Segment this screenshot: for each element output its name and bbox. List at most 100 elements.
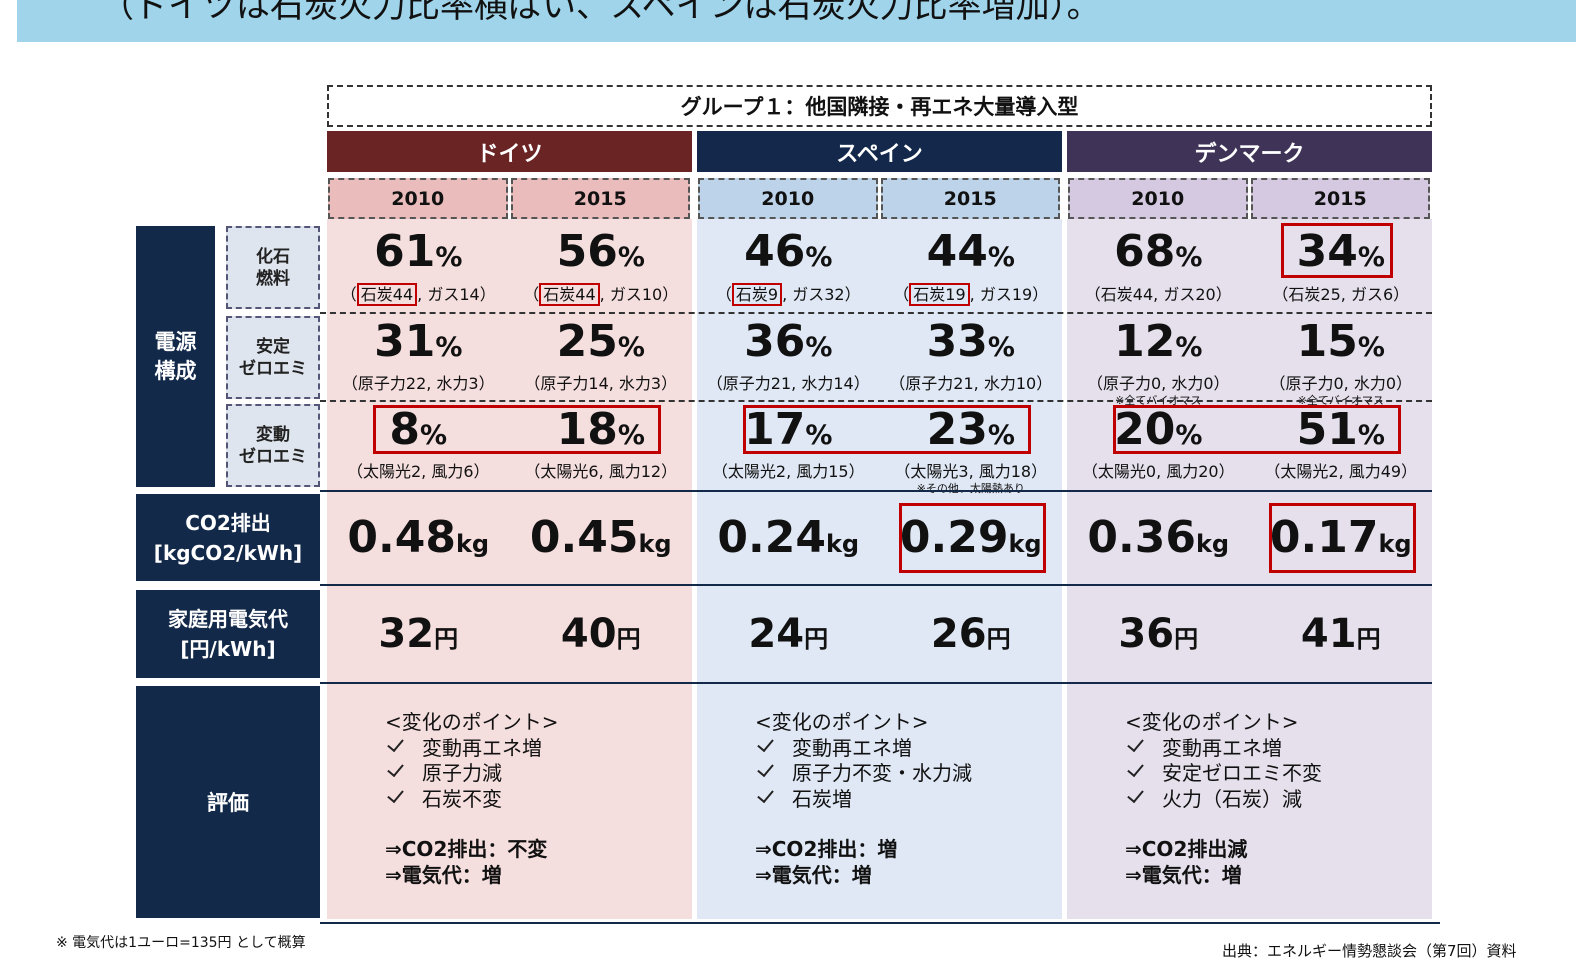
price-cell: 41円 [1249,611,1433,662]
eval-heading: <変化のポイント> [385,710,559,734]
detail: （石炭44, ガス20） [1066,284,1250,306]
co2-cell: 0.17kg [1249,515,1433,567]
eval-text: 石炭不変 [422,786,502,811]
label-line: 化石 [256,246,290,267]
row-label: CO2排出 [kgCO2/kWh] [136,494,320,581]
unit: 円 [616,625,641,653]
eval-text: 火力（石炭）減 [1162,786,1302,811]
label-line: 安定 [256,336,290,357]
unit: % [805,242,833,273]
value-line: 20% [1066,407,1250,459]
eval-text: 原子力減 [422,761,502,785]
value: 40 [560,611,617,657]
value-line: 61% [326,229,510,281]
unit: % [435,332,463,363]
detail-part: 石炭44 [539,283,600,306]
eval-text: 原子力不変・水力減 [792,761,972,785]
detail-part: 石炭19 [909,283,970,306]
value-line: 23% [879,407,1063,459]
year-header: 2010 [1068,178,1248,219]
evaluation: <変化のポイント> 変動再エネ増 原子力不変・水力減 石炭増 ⇒CO2排出：増 ⇒電気代：… [755,710,972,888]
label-line: 電源 [154,329,197,354]
eval-item: 原子力減 [385,759,559,787]
row-divider [320,312,1432,314]
detail-part: （ [1272,285,1289,304]
eval-item: 変動再エネ増 [755,734,972,762]
value-line: 51% [1249,407,1433,459]
footnote: ※ 電気代は1ユーロ=135円 として概算 [56,935,306,951]
detail: （原子力21, 水力14） [706,374,870,393]
unit: 円 [804,625,829,653]
country-column [697,219,1062,919]
unit: % [805,332,833,363]
detail: （石炭44, ガス10） [509,283,693,306]
unit: % [435,242,463,273]
year-header: 2010 [328,178,508,219]
row-sublabel: 安定 ゼロエミ [226,316,320,399]
fossil-cell: 34% （石炭25, ガス6） [1249,229,1433,306]
eval-text: 変動再エネ増 [1162,735,1282,760]
group-title: グループ１：他国隣接・再エネ大量導入型 [327,85,1432,127]
co2-cell: 0.48kg [326,515,510,567]
value: 23 [926,404,988,455]
detail-part: , ガス14） [417,285,496,304]
value: 8 [389,404,421,455]
value-line: 46% [696,229,880,281]
value: 68 [1114,226,1176,277]
label-line: 変動 [256,424,290,445]
value: 34 [1296,226,1358,277]
value: 0.48 [347,512,456,563]
row-label: 評価 [136,686,320,918]
row-sublabel: 変動 ゼロエミ [226,404,320,487]
value: 51 [1296,404,1358,455]
value-line: 31% [326,319,510,371]
country-column [327,219,692,919]
unit: 円 [434,625,459,653]
value: 56 [556,226,618,277]
eval-item: 石炭増 [755,785,972,813]
eval-item: 原子力不変・水力減 [755,759,972,787]
value-line: 17% [696,407,880,459]
eval-item: 安定ゼロエミ不変 [1125,759,1322,787]
unit: 円 [1356,625,1381,653]
value: 41 [1300,611,1357,657]
value-line: 0.29kg [879,515,1063,567]
value: 0.17 [1269,512,1379,563]
detail: （石炭19, ガス19） [879,283,1063,306]
unit: % [1357,420,1385,451]
detail-part: 石炭44 [356,283,418,306]
unit: % [1175,420,1203,451]
bottom-rule [320,922,1440,924]
unit: % [1357,332,1385,363]
row-divider [320,682,1432,684]
label-line: ゼロエミ [239,446,307,467]
value: 15 [1296,316,1358,367]
value-line: 68% [1066,229,1250,281]
row-label: 電源 構成 [136,226,215,487]
evaluation: <変化のポイント> 変動再エネ増 原子力減 石炭不変 ⇒CO2排出：不変 ⇒電気代：増 [385,710,559,888]
stable-cell: 25% （原子力14, 水力3） [509,319,693,395]
spacer [1125,812,1322,837]
value: 17 [744,404,806,455]
highlight-box [1268,503,1416,573]
price-cell: 36円 [1066,611,1250,662]
unit: 円 [1174,625,1199,653]
value-line: 12% [1066,319,1250,371]
value: 61 [374,226,436,277]
value-line: 0.45kg [509,515,693,567]
value: 46 [744,226,806,277]
check-icon [387,734,404,752]
unit: % [1175,242,1203,273]
unit: % [617,242,645,273]
unit: kg [1378,530,1412,558]
detail-part: （ [715,285,732,304]
detail-part: 石炭44 [1100,285,1154,304]
detail: （原子力21, 水力10） [889,374,1053,393]
detail: （太陽光6, 風力12） [524,462,678,481]
value-line: 0.17kg [1249,515,1433,567]
country-column [1067,219,1432,919]
value: 0.45 [529,512,639,563]
value-line: 44% [879,229,1063,281]
check-icon [757,759,774,778]
